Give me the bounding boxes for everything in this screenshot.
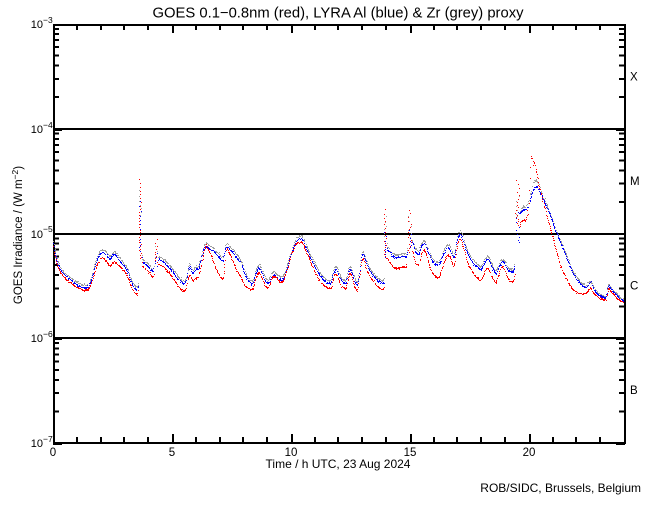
svg-text:5: 5 xyxy=(169,447,175,459)
svg-text:GOES Irradiance / (W m−2): GOES Irradiance / (W m−2) xyxy=(10,166,25,304)
svg-text:M: M xyxy=(630,176,640,188)
svg-text:0: 0 xyxy=(50,447,56,459)
svg-text:10: 10 xyxy=(31,124,43,136)
svg-text:−5: −5 xyxy=(43,224,53,234)
svg-text:10: 10 xyxy=(31,229,43,241)
svg-text:Time / h UTC, 23 Aug 2024: Time / h UTC, 23 Aug 2024 xyxy=(266,457,411,471)
svg-text:−3: −3 xyxy=(43,15,53,25)
svg-text:10: 10 xyxy=(31,333,43,345)
svg-text:20: 20 xyxy=(523,447,536,459)
svg-text:10: 10 xyxy=(31,19,43,31)
svg-text:ROB/SIDC, Brussels, Belgium: ROB/SIDC, Brussels, Belgium xyxy=(480,481,641,495)
svg-text:10: 10 xyxy=(31,438,43,450)
svg-text:C: C xyxy=(630,281,638,293)
svg-text:10: 10 xyxy=(285,447,298,459)
svg-text:−6: −6 xyxy=(43,329,53,339)
svg-text:−7: −7 xyxy=(43,434,53,444)
svg-text:GOES 0.1−0.8nm (red), LYRA Al: GOES 0.1−0.8nm (red), LYRA Al (blue) & Z… xyxy=(152,6,524,22)
svg-text:−4: −4 xyxy=(43,120,53,130)
svg-text:15: 15 xyxy=(404,447,417,459)
svg-text:B: B xyxy=(630,385,638,397)
svg-text:X: X xyxy=(630,72,638,84)
